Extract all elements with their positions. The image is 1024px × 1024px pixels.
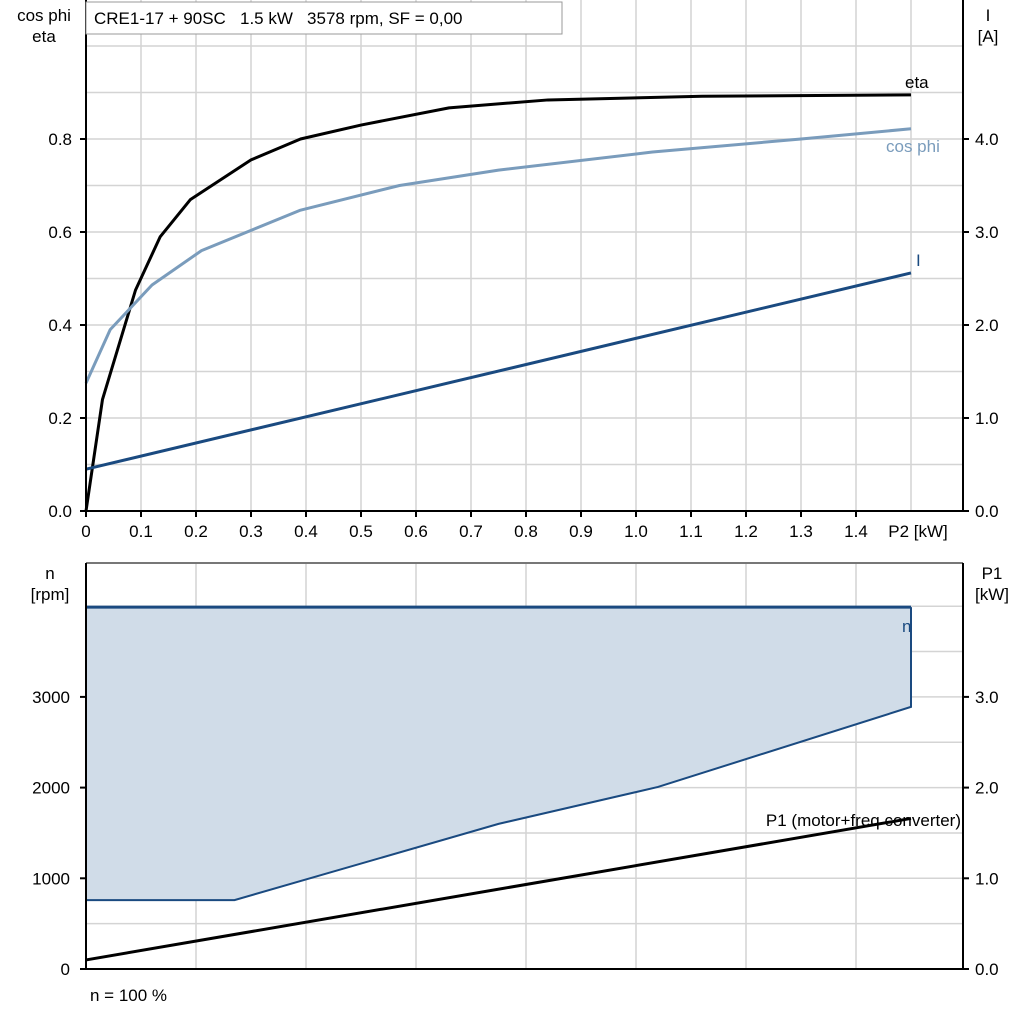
top-right-ylabel-2: [A] [978,27,999,46]
x-tick-label: 0.3 [239,522,263,541]
x-tick-label: 0 [81,522,90,541]
axes: 0 0.1 0.2 0.3 0.4 0.5 0.6 0.7 0.8 0.9 1.0 1.1 1.2 1.3… [32,0,999,979]
bottom-left-ylabel-1: n [45,564,54,583]
x-tick-label: 1.2 [734,522,758,541]
y-left-tick-label: 0.4 [48,316,72,335]
footnote: n = 100 % [90,986,167,1005]
p1-tick-label: 0.0 [975,960,999,979]
bottom-right-ylabel-1: P1 [982,564,1003,583]
p1-line [85,816,912,962]
n-tick-label: 1000 [32,869,70,888]
x-tick-label: 0.2 [184,522,208,541]
series-cos-phi-line [84,127,912,384]
y-right-tick-label: 1.0 [975,409,999,428]
p1-tick-label: 2.0 [975,779,999,798]
y-left-tick-label: 0.8 [48,130,72,149]
x-tick-label: 1.4 [844,522,868,541]
n-lower-line [86,607,912,902]
n-tick-label: 0 [61,960,70,979]
y-left-tick-label: 0.0 [48,502,72,521]
chart-title: CRE1-17 + 90SC 1.5 kW 3578 rpm, SF = 0,0… [94,9,463,28]
title-box: CRE1-17 + 90SC 1.5 kW 3578 rpm, SF = 0,0… [85,1,563,35]
x-tick-label: 0.4 [294,522,318,541]
y-left-tick-label: 0.2 [48,409,72,428]
p1-tick-label: 3.0 [975,688,999,707]
n-operating-area [86,607,911,901]
n-tick-label: 2000 [32,779,70,798]
p1-tick-label: 1.0 [975,869,999,888]
y-right-tick-label: 3.0 [975,223,999,242]
chart-marks [84,93,912,962]
label-cos-phi: cos phi [886,137,940,156]
x-axis-label: P2 [kW] [888,522,948,541]
bottom-left-ylabel-2: [rpm] [31,585,70,604]
x-tick-label: 0.5 [349,522,373,541]
x-tick-label: 1.1 [679,522,703,541]
y-right-tick-label: 2.0 [975,316,999,335]
y-right-tick-label: 0.0 [975,502,999,521]
x-tick-label: 0.6 [404,522,428,541]
series-i-line [85,271,912,471]
top-right-ylabel-1: I [986,6,991,25]
label-n: n [902,617,911,636]
x-tick-label: 1.0 [624,522,648,541]
x-tick-label: 0.1 [129,522,153,541]
top-left-ylabel-2: eta [32,27,56,46]
n-tick-label: 3000 [32,688,70,707]
x-tick-label: 1.3 [789,522,813,541]
top-grid [86,0,963,511]
bottom-right-ylabel-2: [kW] [975,585,1009,604]
label-p1: P1 (motor+freq converter) [766,811,961,830]
y-right-tick-label: 4.0 [975,130,999,149]
x-tick-label: 0.8 [514,522,538,541]
top-left-ylabel-1: cos phi [17,6,71,25]
label-i: I [916,251,921,270]
y-left-tick-label: 0.6 [48,223,72,242]
x-tick-label: 0.9 [569,522,593,541]
label-eta: eta [905,73,929,92]
x-tick-label: 0.7 [459,522,483,541]
